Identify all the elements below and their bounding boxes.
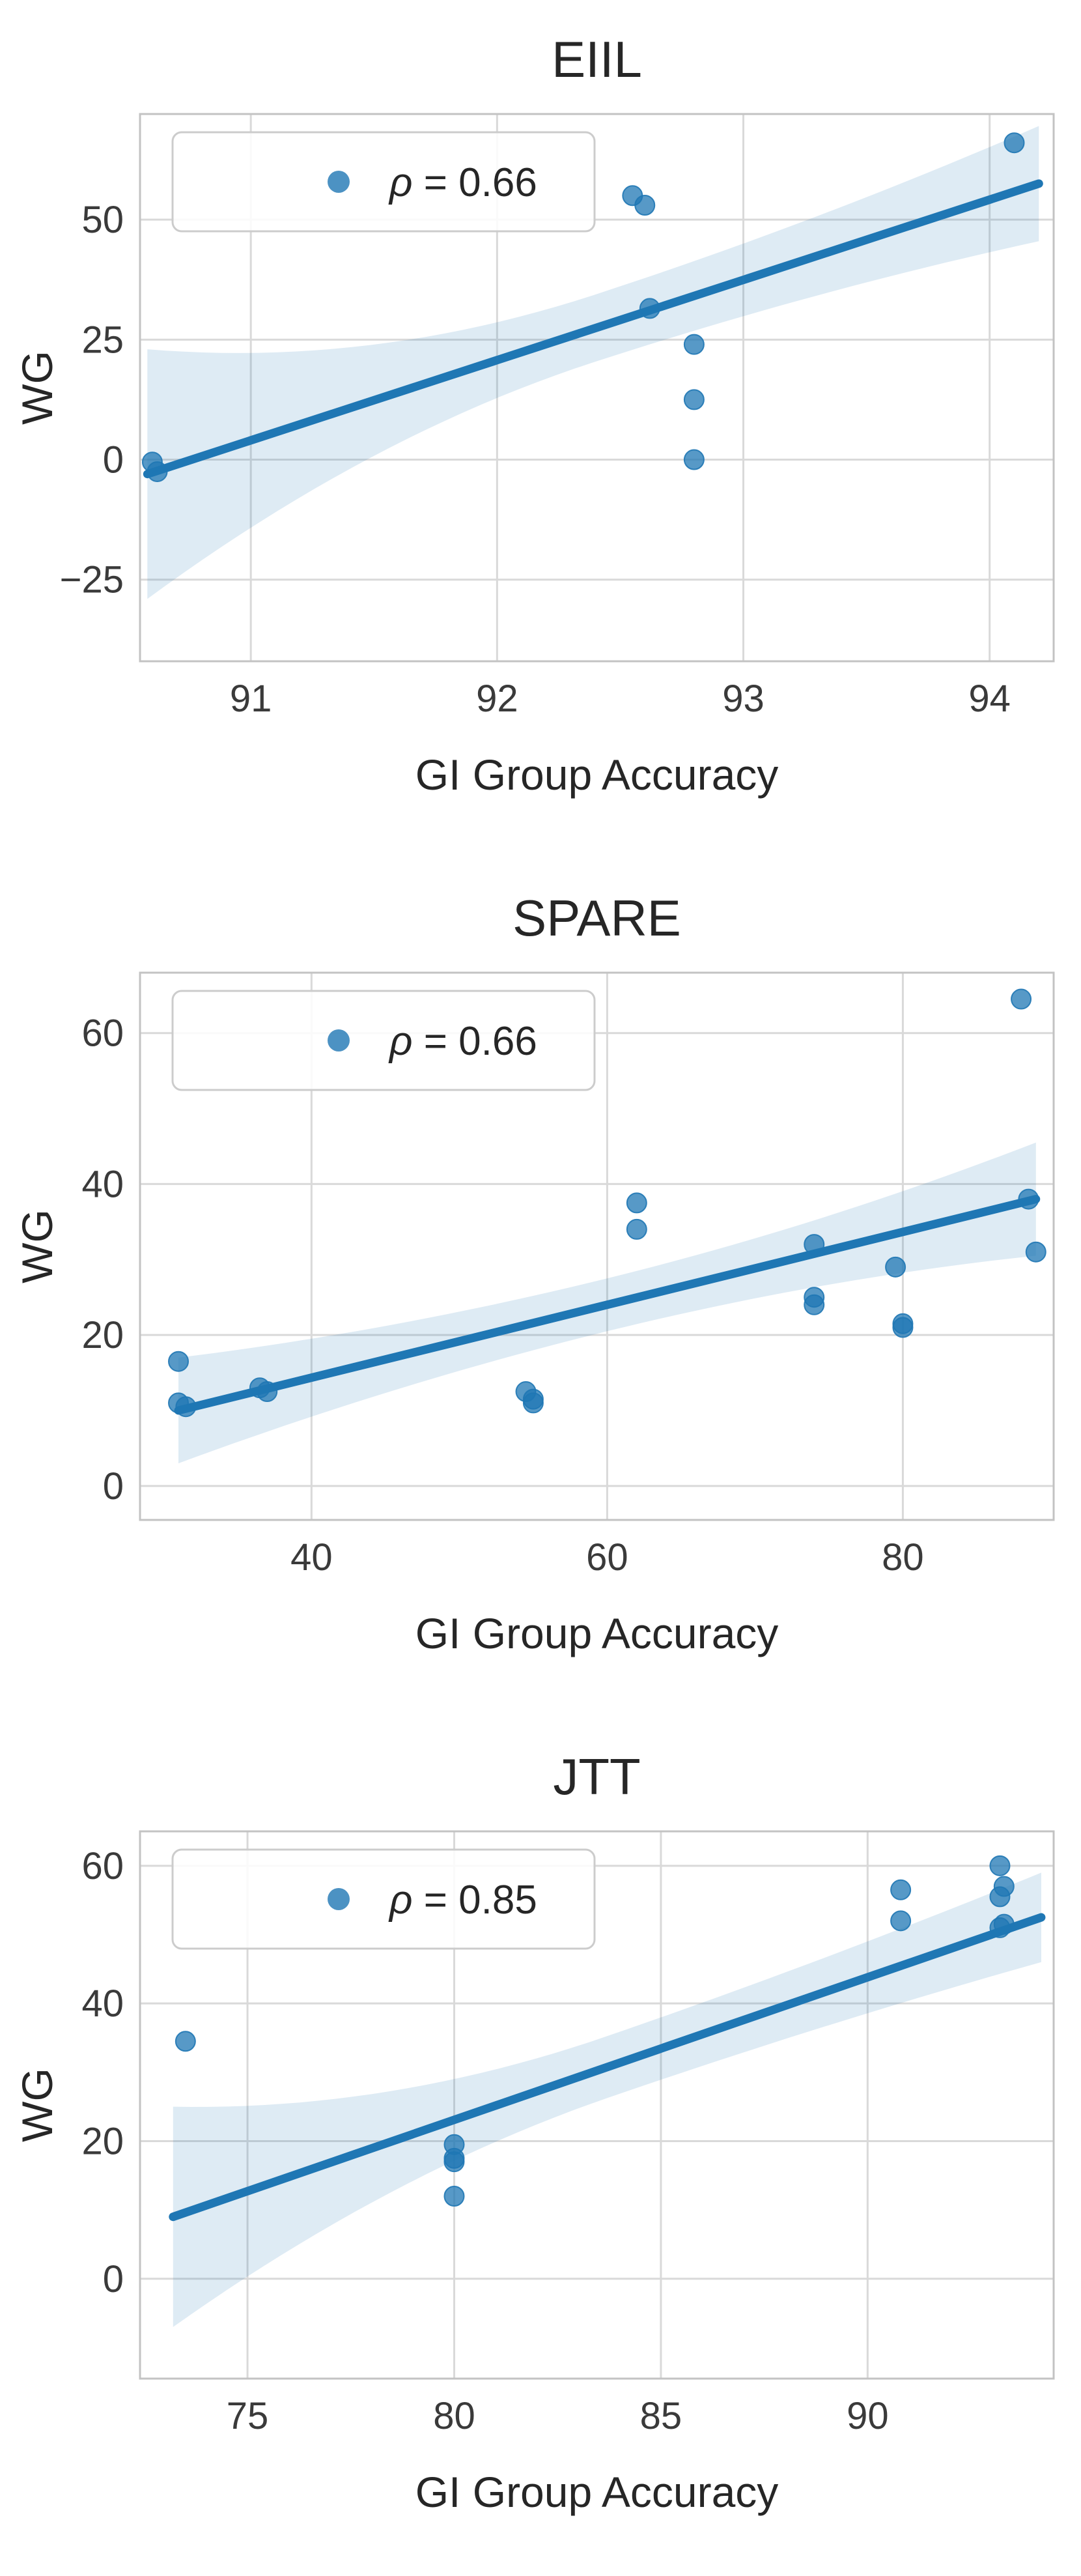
plot-frame	[139, 1830, 1055, 2380]
scatter-point	[1018, 1188, 1039, 1210]
x-tick-label: 91	[230, 678, 272, 720]
scatter-point	[892, 1317, 914, 1338]
y-tick-label: 60	[81, 1012, 124, 1055]
chart-jtt: 75 80 85 90 0 20 40 60 GI Group Accuracy WG JTT ρ =…	[0, 1717, 1081, 2576]
scatter-point	[443, 2186, 465, 2207]
legend-box	[171, 131, 596, 233]
legend-box	[171, 990, 596, 1091]
chart-canvas-eiil: 91 92 93 94 −25 0 25 50 GI Group Accuracy WG EIIL ρ…	[13, 31, 1055, 799]
y-tick-label: 20	[81, 1314, 124, 1356]
legend: ρ = 0.66	[171, 131, 596, 233]
y-tick-label: 50	[81, 199, 124, 241]
y-tick-label: 0	[103, 1465, 124, 1508]
scatter-point	[522, 1392, 544, 1414]
scatter-point	[890, 1879, 912, 1900]
x-tick-label: 40	[290, 1536, 333, 1579]
y-tick-label: 60	[81, 1845, 124, 1887]
confidence-band	[173, 1872, 1041, 2327]
scatter-point	[683, 334, 705, 355]
scatter-point	[626, 1192, 647, 1214]
x-tick-label: 60	[586, 1536, 628, 1579]
scatter-point	[1004, 132, 1025, 154]
chart-canvas-jtt: 75 80 85 90 0 20 40 60 GI Group Accuracy WG JTT ρ =…	[13, 1748, 1055, 2516]
legend: ρ = 0.85	[171, 1848, 596, 1950]
y-tick-label: 25	[81, 319, 124, 361]
x-tick-label: 94	[968, 678, 1011, 720]
x-tick-label: 80	[433, 2395, 475, 2437]
x-tick-label: 85	[640, 2395, 682, 2437]
chart-title: JTT	[553, 1748, 640, 1805]
x-tick-label: 92	[476, 678, 518, 720]
x-axis-label: GI Group Accuracy	[415, 1609, 779, 1657]
x-axis-label: GI Group Accuracy	[415, 751, 779, 799]
scatter-point	[626, 1218, 647, 1240]
chart-eiil: 91 92 93 94 −25 0 25 50 GI Group Accuracy WG EIIL ρ…	[0, 0, 1081, 859]
y-axis-label: WG	[13, 1209, 61, 1283]
scatter-point	[168, 1351, 190, 1372]
legend-label: ρ = 0.66	[388, 160, 537, 205]
legend-label: ρ = 0.85	[388, 1878, 537, 1923]
scatter-point	[989, 1917, 1011, 1938]
confidence-band	[147, 126, 1039, 599]
x-axis-label: GI Group Accuracy	[415, 2468, 779, 2516]
scatter-point	[989, 1886, 1011, 1908]
legend-marker	[328, 1029, 350, 1052]
regression-line	[169, 1913, 1046, 2222]
scatter-point	[885, 1256, 906, 1278]
scatter-point	[175, 1396, 197, 1418]
regression-line	[174, 1195, 1041, 1415]
y-axis-label: WG	[13, 351, 61, 425]
scatter-point	[804, 1294, 825, 1315]
y-tick-label: 0	[103, 2258, 124, 2300]
regression-line	[143, 179, 1043, 479]
chart-canvas-spare: 40 60 80 0 20 40 60 GI Group Accuracy WG SPARE ρ =…	[13, 889, 1055, 1657]
scatter-point	[890, 1910, 912, 1932]
scatter-point	[175, 2031, 196, 2052]
scatter-point	[634, 195, 656, 216]
chart-spare: 40 60 80 0 20 40 60 GI Group Accuracy WG SPARE ρ =…	[0, 859, 1081, 1717]
plot-frame	[139, 113, 1055, 663]
scatter-point	[683, 449, 705, 470]
x-tick-label: 90	[847, 2395, 889, 2437]
scatter-point	[257, 1381, 278, 1403]
chart-title: EIIL	[552, 31, 642, 88]
y-tick-label: 40	[81, 1982, 124, 2025]
scatter-point	[639, 298, 660, 319]
x-tick-label: 75	[227, 2395, 269, 2437]
legend-label: ρ = 0.66	[388, 1019, 537, 1064]
y-tick-label: 20	[81, 2120, 124, 2162]
x-tick-label: 93	[722, 678, 765, 720]
y-tick-label: 0	[103, 439, 124, 481]
scatter-point	[989, 1855, 1011, 1876]
scatter-point	[1025, 1241, 1046, 1263]
legend-marker	[328, 1888, 350, 1910]
y-tick-label: −25	[60, 559, 124, 601]
legend-marker	[328, 171, 350, 193]
x-tick-label: 80	[882, 1536, 924, 1579]
legend-box	[171, 1848, 596, 1950]
legend: ρ = 0.66	[171, 990, 596, 1091]
scatter-point	[1011, 988, 1032, 1010]
scatter-point	[443, 2151, 465, 2173]
chart-title: SPARE	[512, 889, 681, 947]
scatter-point	[683, 389, 705, 410]
y-axis-label: WG	[13, 2068, 61, 2142]
y-tick-label: 40	[81, 1163, 124, 1205]
scatter-point	[804, 1234, 825, 1255]
plot-frame	[139, 971, 1055, 1521]
scatter-point	[147, 461, 168, 482]
